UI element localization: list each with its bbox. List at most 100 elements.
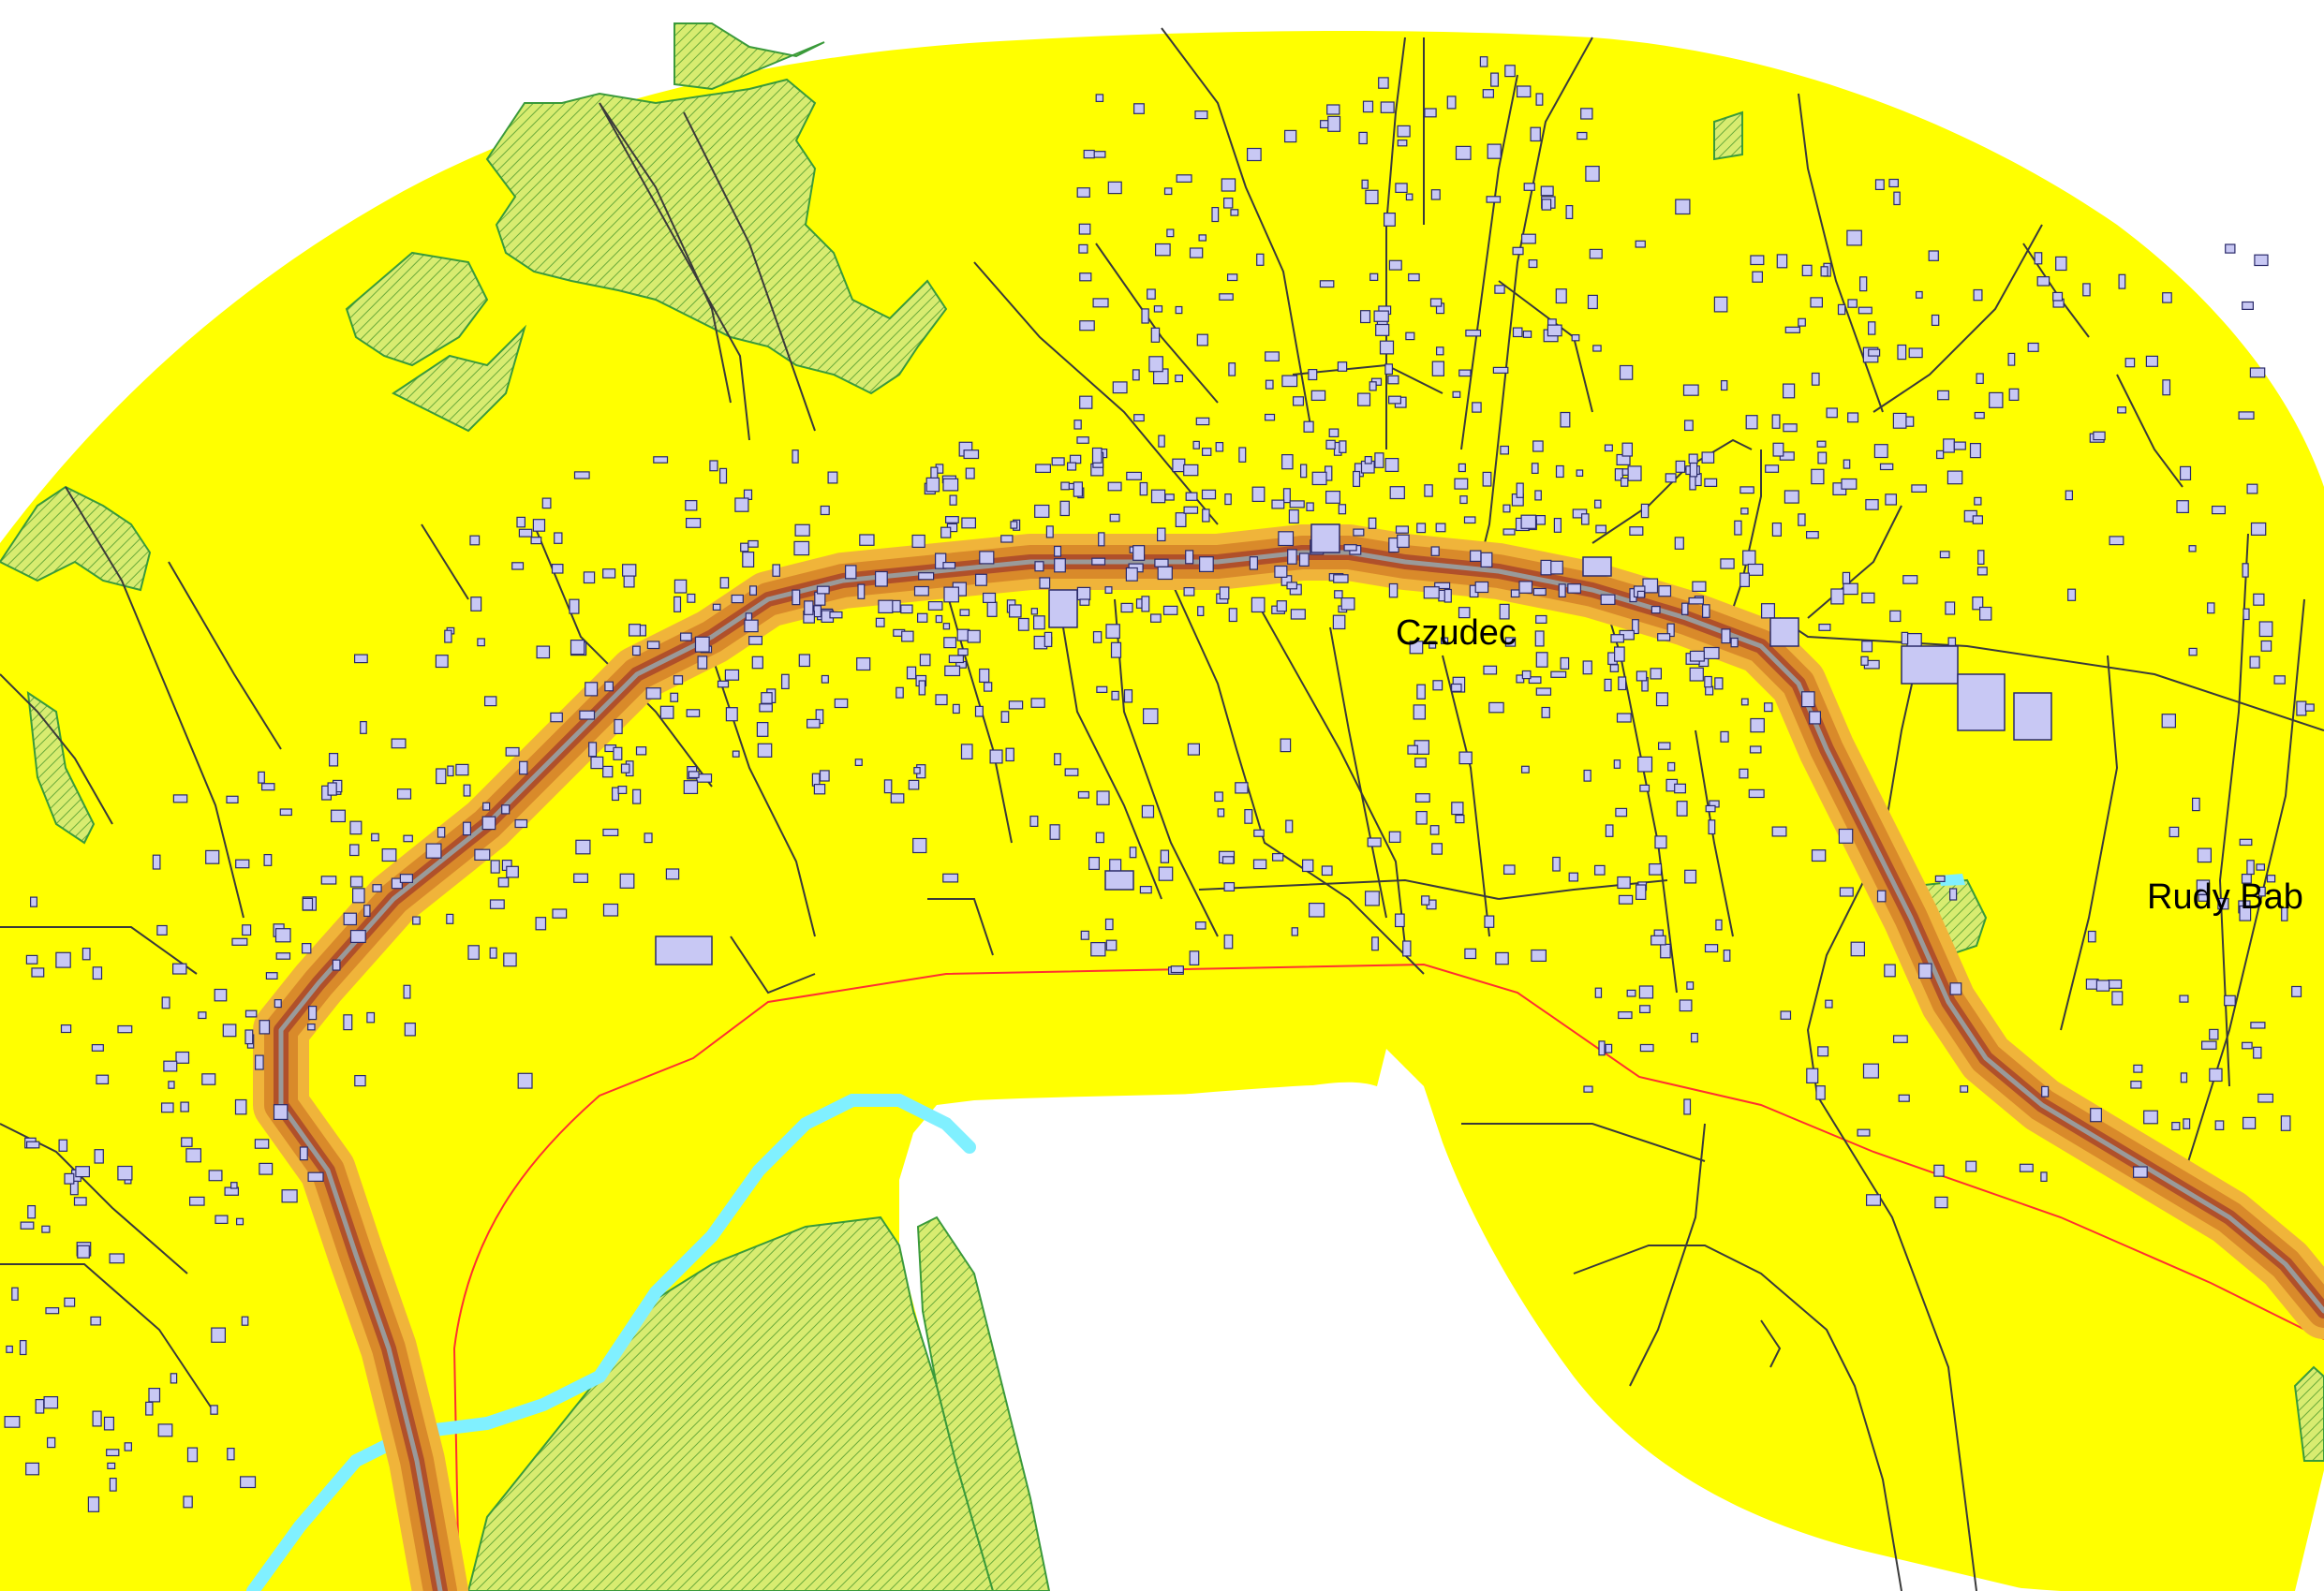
building: [734, 497, 749, 512]
building: [2258, 621, 2273, 638]
building: [2242, 1041, 2253, 1050]
building: [19, 1339, 27, 1356]
building: [617, 785, 628, 794]
building: [1810, 297, 1823, 308]
building: [1264, 413, 1276, 421]
building: [1876, 890, 1887, 903]
building: [1332, 614, 1346, 630]
building: [446, 913, 454, 924]
building: [1301, 859, 1314, 873]
building: [1185, 550, 1194, 565]
building: [1230, 209, 1239, 216]
building: [1337, 361, 1348, 372]
building: [1939, 551, 1950, 559]
building: [935, 614, 943, 624]
building: [621, 564, 637, 577]
building: [1918, 963, 1932, 980]
building: [1811, 849, 1827, 862]
building: [1843, 582, 1858, 596]
building: [1888, 178, 1899, 188]
building: [967, 629, 981, 643]
building: [1053, 545, 1062, 557]
building: [1639, 1005, 1650, 1014]
building: [1073, 420, 1082, 430]
building: [1076, 187, 1090, 198]
building: [927, 600, 943, 611]
building: [244, 1029, 254, 1045]
building: [1054, 753, 1061, 766]
building: [1428, 641, 1437, 649]
building: [274, 998, 282, 1009]
building: [371, 832, 379, 842]
building: [1402, 940, 1412, 957]
building: [1898, 1094, 1910, 1102]
building: [918, 572, 935, 581]
building: [279, 808, 292, 817]
building: [1720, 380, 1728, 391]
building: [1369, 273, 1379, 281]
building: [804, 600, 814, 615]
building: [1783, 423, 1798, 433]
building: [168, 1081, 175, 1089]
building: [1361, 179, 1369, 189]
building: [740, 542, 749, 552]
building: [1105, 939, 1118, 951]
building: [1286, 582, 1297, 590]
building: [1244, 808, 1253, 824]
building: [1809, 711, 1821, 725]
building: [1154, 243, 1171, 257]
building: [792, 589, 801, 606]
building: [644, 832, 653, 844]
building: [2238, 411, 2255, 420]
building: [1837, 303, 1846, 316]
building: [1715, 919, 1723, 931]
building: [1811, 372, 1820, 386]
building: [2169, 826, 2180, 838]
building: [467, 945, 480, 960]
building: [4, 1415, 21, 1428]
building: [1451, 802, 1464, 816]
building: [1686, 981, 1695, 990]
building: [2095, 980, 2110, 992]
building: [1280, 454, 1294, 470]
building: [1765, 464, 1780, 473]
building: [1091, 557, 1106, 566]
building: [1631, 619, 1639, 635]
building: [349, 929, 366, 943]
building: [919, 654, 931, 667]
building: [646, 641, 660, 650]
building: [1298, 552, 1310, 567]
building: [1492, 366, 1509, 374]
building: [816, 585, 830, 595]
building: [1682, 384, 1699, 396]
building: [1867, 321, 1876, 335]
building: [1060, 481, 1070, 491]
building: [2242, 563, 2249, 578]
building: [1141, 804, 1155, 818]
building: [1435, 346, 1444, 356]
building: [1458, 607, 1471, 619]
building: [1512, 327, 1523, 338]
building: [573, 471, 590, 479]
building: [1745, 415, 1758, 430]
building: [64, 1297, 76, 1307]
local-paths: [0, 27, 2324, 1591]
building: [1383, 213, 1396, 227]
building: [1842, 571, 1851, 584]
building: [1278, 531, 1295, 547]
building: [1175, 305, 1183, 315]
building: [1098, 532, 1105, 547]
building: [2179, 994, 2189, 1003]
building: [214, 988, 228, 1002]
building: [813, 605, 822, 618]
building: [2291, 985, 2302, 997]
building: [1841, 478, 1858, 490]
building: [1469, 550, 1482, 562]
building: [1640, 503, 1650, 519]
building: [1826, 407, 1838, 419]
building: [1326, 104, 1340, 115]
building: [1705, 804, 1716, 813]
building: [1029, 815, 1039, 827]
place-label-rudy-bab: Rudy Bab: [2147, 877, 2303, 917]
